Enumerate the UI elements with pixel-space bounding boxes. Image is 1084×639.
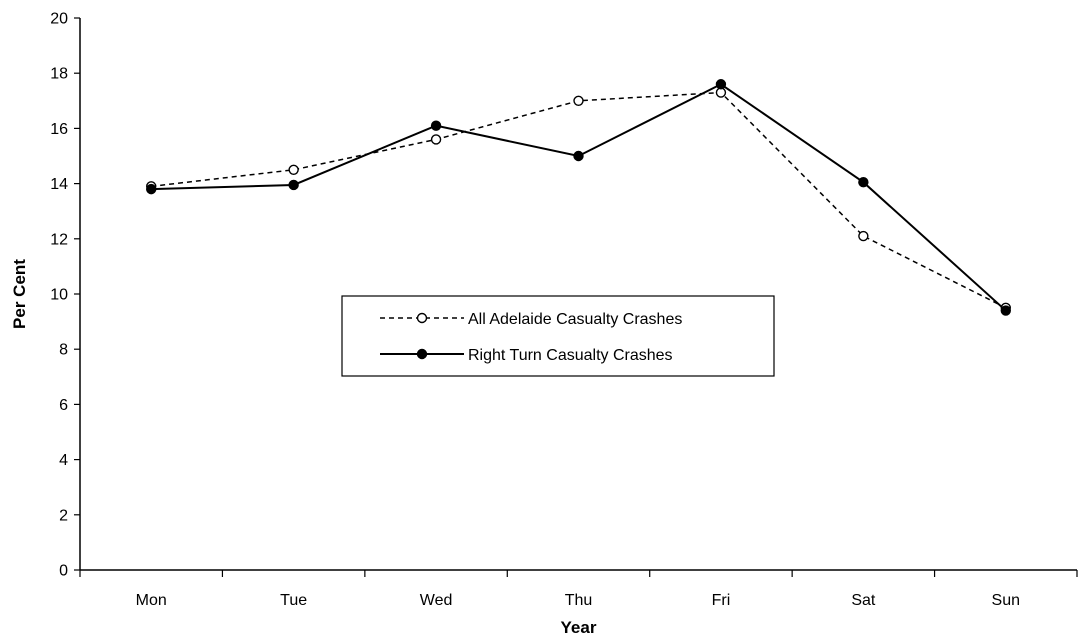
legend-marker	[416, 348, 428, 360]
series-line	[151, 83, 1007, 312]
data-point	[715, 79, 727, 90]
x-ticks: Mon Tue Wed Thu Fri Sat Sun	[79, 570, 1078, 609]
series-layer	[146, 79, 1011, 316]
x-tick-label: Thu	[565, 592, 593, 609]
data-point	[858, 230, 869, 242]
x-tick-label: Mon	[136, 592, 167, 609]
y-tick-label: 10	[50, 287, 68, 304]
y-tick-label: 16	[50, 121, 68, 138]
legend-item: All Adelaide Casualty Crashes	[380, 311, 682, 328]
data-point	[573, 95, 584, 107]
data-point	[288, 164, 299, 176]
legend-label: Right Turn Casualty Crashes	[468, 347, 673, 364]
data-point	[430, 120, 442, 131]
data-point	[146, 183, 157, 195]
data-point	[430, 134, 442, 145]
x-tick-label: Sat	[851, 592, 876, 609]
series-2	[146, 79, 1011, 316]
data-point	[1000, 305, 1011, 316]
data-point	[288, 179, 299, 191]
y-tick-label: 0	[59, 563, 68, 580]
y-tick-label: 20	[50, 11, 68, 28]
legend-marker	[416, 312, 428, 324]
x-tick-label: Fri	[712, 592, 731, 609]
x-tick-label: Wed	[420, 592, 453, 609]
x-axis-title: Year	[561, 618, 597, 637]
x-tick-label: Tue	[280, 592, 307, 609]
legend-label: All Adelaide Casualty Crashes	[468, 311, 682, 328]
series-1	[146, 87, 1011, 313]
y-tick-label: 8	[59, 342, 68, 359]
y-tick-label: 18	[50, 66, 68, 83]
legend-box	[341, 295, 775, 377]
series-line	[151, 91, 1007, 309]
y-tick-label: 12	[50, 231, 68, 248]
data-point	[573, 150, 584, 162]
data-point	[858, 177, 869, 188]
y-tick-label: 14	[50, 176, 68, 193]
legend-item: Right Turn Casualty Crashes	[380, 347, 673, 364]
y-tick-label: 2	[59, 507, 68, 524]
legend: All Adelaide Casualty Crashes Right Turn …	[341, 295, 775, 377]
y-tick-label: 4	[59, 452, 68, 469]
x-tick-label: Sun	[992, 592, 1020, 609]
y-axis-title: Per Cent	[10, 259, 29, 329]
y-tick-label: 6	[59, 397, 68, 414]
y-ticks: 0 2 4 6 8 10 12 14 16 18 20	[50, 11, 80, 580]
